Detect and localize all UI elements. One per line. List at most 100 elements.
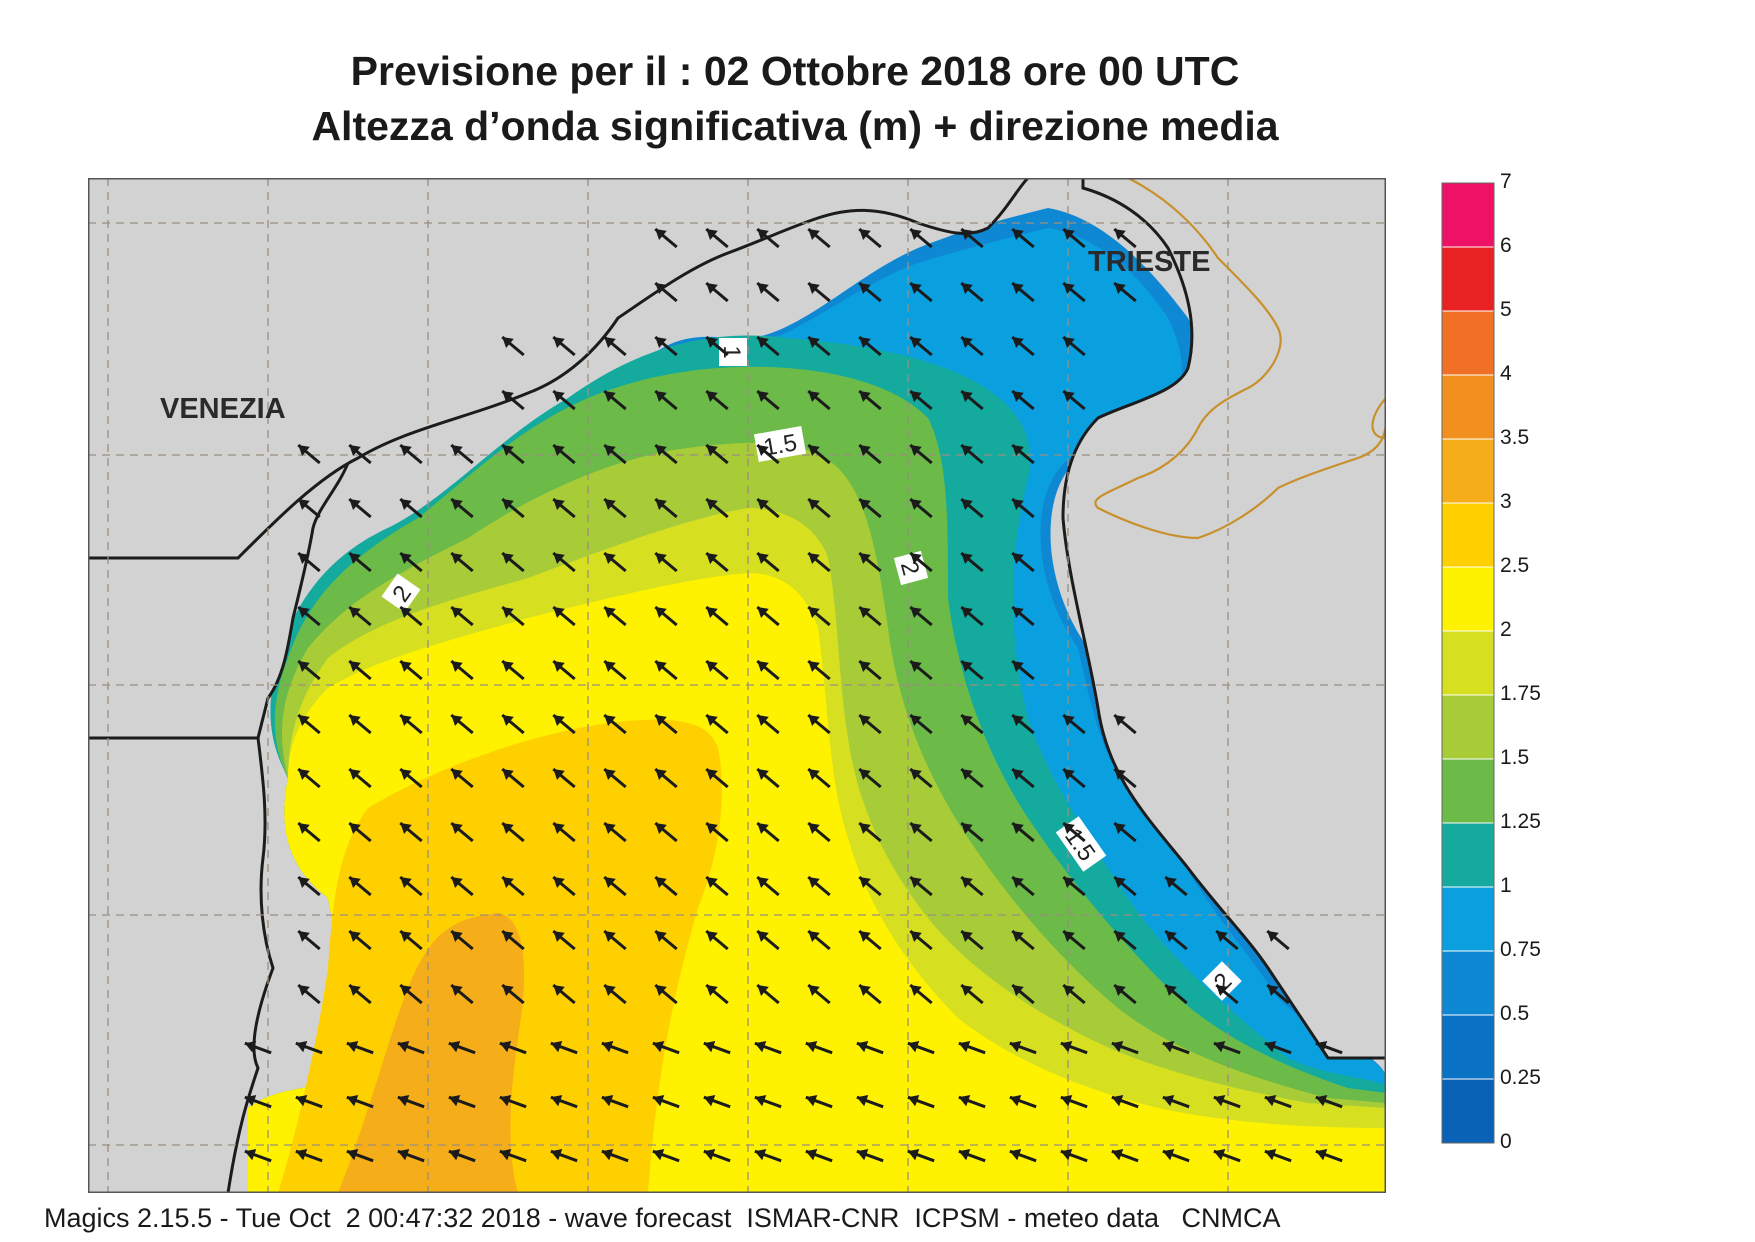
wave-arrow [348,983,372,1005]
wave-arrow [1009,1148,1037,1163]
wave-arrow [756,389,780,411]
wave-arrow [1113,767,1137,789]
wave-arrow [856,1040,884,1055]
wave-arrow [1011,551,1035,573]
wave-arrow [654,875,678,897]
wave-arrow [399,443,423,465]
wave-arrow [552,335,576,357]
wave-arrow [805,1148,833,1163]
wave-arrow [603,497,627,519]
wave-arrow [909,821,933,843]
wave-arrow [858,497,882,519]
legend-swatch [1441,246,1495,312]
wave-arrow [705,659,729,681]
wave-arrow [705,551,729,573]
wave-arrow [348,551,372,573]
wave-arrow [297,821,321,843]
wave-arrow [501,551,525,573]
wave-arrow [807,227,831,249]
wave-arrow [499,1148,527,1163]
wave-arrow [448,1148,476,1163]
wave-arrow [805,1094,833,1109]
wave-arrow [807,659,831,681]
wave-arrow [297,713,321,735]
wave-arrow [909,389,933,411]
wave-arrow [501,443,525,465]
wave-arrow [550,1148,578,1163]
wave-arrow [654,767,678,789]
wave-arrow [1266,983,1290,1005]
wave-arrow [346,1148,374,1163]
legend-label: 4 [1500,362,1512,385]
wave-arrow [705,821,729,843]
wave-height-map: 1 1.5 2 2 1.5 2 VENEZIA TRIESTE [88,178,1386,1193]
wave-arrow [654,605,678,627]
wave-arrow [958,1040,986,1055]
wave-arrow [960,227,984,249]
wave-arrow [1062,929,1086,951]
wave-arrow [705,875,729,897]
wave-arrow [399,551,423,573]
wave-arrow [397,1040,425,1055]
wave-arrow [654,551,678,573]
legend-swatch [1441,502,1495,568]
wave-arrow [501,767,525,789]
wave-arrow [603,875,627,897]
wave-arrow [756,605,780,627]
wave-arrow [297,605,321,627]
wave-arrow [756,281,780,303]
wave-arrow [705,497,729,519]
wave-arrow [399,983,423,1005]
wave-arrow [1213,1148,1241,1163]
wave-arrow [501,497,525,519]
legend-swatch [1441,566,1495,632]
wave-arrow [552,983,576,1005]
wave-arrow [1011,767,1035,789]
wave-arrow [448,1040,476,1055]
wave-arrow [909,281,933,303]
contour-label-2-west: 2 [381,573,421,613]
wave-arrow [297,983,321,1005]
wave-arrow [909,497,933,519]
wave-arrow [603,821,627,843]
wave-arrow [450,875,474,897]
wave-arrow [1011,389,1035,411]
wave-arrow [858,713,882,735]
wave-arrow [601,1094,629,1109]
wave-arrow [703,1040,731,1055]
wave-arrow [858,875,882,897]
wave-arrow [705,605,729,627]
legend-swatch [1441,310,1495,376]
wave-arrow [807,983,831,1005]
wave-arrow [960,281,984,303]
wave-arrow [909,227,933,249]
wave-arrow [654,281,678,303]
wave-arrow [552,767,576,789]
wave-arrow [756,983,780,1005]
wave-arrow [858,767,882,789]
wave-arrow [858,551,882,573]
wave-arrow [1266,929,1290,951]
wave-arrow [552,551,576,573]
legend-label: 5 [1500,298,1512,321]
wave-arrow [297,875,321,897]
wave-arrow [1113,821,1137,843]
wave-arrow [550,1040,578,1055]
wave-arrow [1060,1148,1088,1163]
wave-arrow [1164,983,1188,1005]
wave-arrow [807,497,831,519]
legend-label: 6 [1500,234,1512,257]
wave-arrow [807,551,831,573]
wave-arrow [297,551,321,573]
wave-arrow [756,713,780,735]
wave-arrow [960,335,984,357]
wave-arrow [807,335,831,357]
wave-arrow [552,605,576,627]
wave-arrow [958,1148,986,1163]
legend-swatch [1441,374,1495,440]
wave-arrow [348,497,372,519]
wave-arrow [1164,929,1188,951]
wave-arrow [399,605,423,627]
wave-arrow [244,1040,272,1055]
legend-swatch [1441,1014,1495,1080]
